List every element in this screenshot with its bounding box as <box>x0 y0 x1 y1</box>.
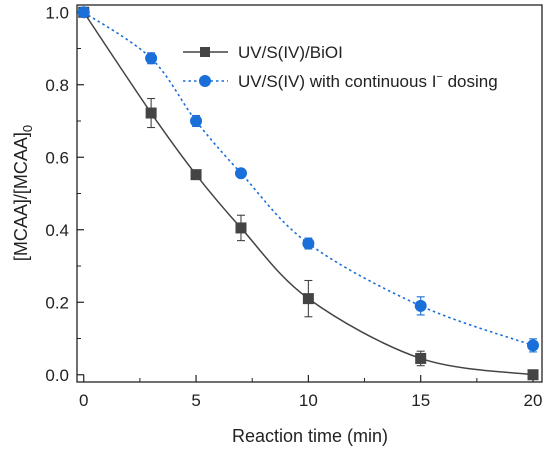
y-axis-title-subscript: 0 <box>20 125 35 132</box>
y-tick-label: 0.6 <box>45 148 69 167</box>
data-point <box>145 52 158 65</box>
x-tick-label: 5 <box>191 391 200 410</box>
tick-marks <box>77 11 534 382</box>
legend: UV/S(IV)/BiOI UV/S(IV) with continuous I… <box>183 43 498 91</box>
x-tick-label: 20 <box>524 391 543 410</box>
data-point <box>527 339 540 352</box>
data-point <box>415 352 427 364</box>
y-tick-labels: 0.0 0.2 0.4 0.6 0.8 1.0 <box>45 3 69 385</box>
data-point <box>145 107 157 119</box>
data-point <box>190 115 203 127</box>
data-point <box>527 369 539 381</box>
x-tick-label: 10 <box>299 391 318 410</box>
data-point <box>302 237 315 250</box>
data-point <box>77 6 90 19</box>
x-tick-label: 15 <box>411 391 430 410</box>
data-point <box>414 299 427 312</box>
y-tick-label: 0.2 <box>45 293 69 312</box>
series-2 <box>77 6 540 353</box>
data-point <box>190 169 202 181</box>
data-point <box>302 293 314 305</box>
data-point <box>235 222 247 234</box>
y-tick-label: 0.8 <box>45 76 69 95</box>
y-tick-label: 1.0 <box>45 3 69 22</box>
x-tick-labels: 0 5 10 15 20 <box>79 391 542 410</box>
legend-label-series-2: UV/S(IV) with continuous I− dosing <box>238 71 498 91</box>
legend-label-series-1: UV/S(IV)/BiOI <box>238 43 343 62</box>
series-1 <box>78 6 539 381</box>
x-axis-title: Reaction time (min) <box>232 426 388 446</box>
y-tick-label: 0.0 <box>45 366 69 385</box>
x-tick-label: 0 <box>79 391 88 410</box>
y-tick-label: 0.4 <box>45 221 69 240</box>
data-point <box>234 167 247 180</box>
legend-marker-series-1 <box>200 47 210 57</box>
legend-marker-series-2 <box>199 75 211 87</box>
series-layer <box>77 6 540 381</box>
y-axis-title: [MCAA]/[MCAA]0 <box>11 125 35 261</box>
series-1-line <box>83 11 534 376</box>
